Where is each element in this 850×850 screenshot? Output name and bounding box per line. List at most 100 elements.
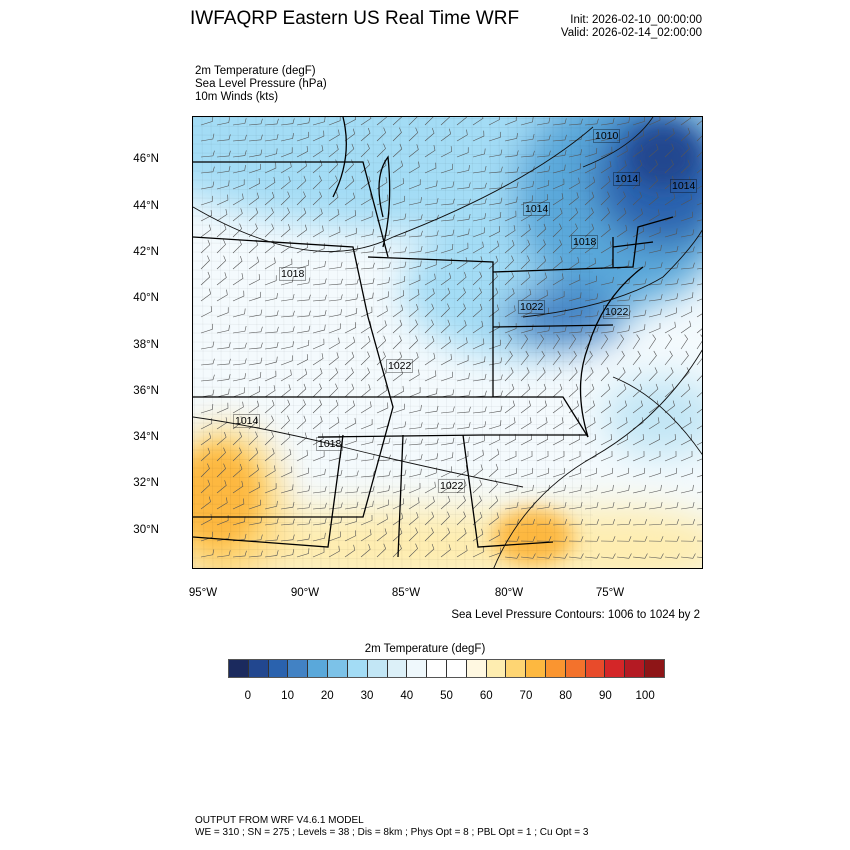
wind-barb <box>472 338 485 350</box>
wind-barb <box>312 416 323 430</box>
wind-barb <box>472 148 486 158</box>
wind-barb <box>296 325 311 334</box>
wind-barb <box>696 246 702 254</box>
wind-barb <box>296 485 311 494</box>
lat-label: 30°N <box>133 524 159 536</box>
wind-barb <box>328 144 339 158</box>
contour-label: 1014 <box>523 202 551 216</box>
wind-barb <box>696 177 702 190</box>
wind-barb <box>440 336 451 350</box>
wind-barb <box>200 181 215 190</box>
colorbar-label: 90 <box>599 690 612 702</box>
wind-barb <box>568 309 583 318</box>
wind-barb <box>520 553 536 559</box>
wind-barb <box>216 239 226 254</box>
wind-barb <box>392 276 406 286</box>
wind-barb <box>360 401 372 414</box>
wind-barb <box>488 131 502 142</box>
wind-barb <box>600 417 612 430</box>
wind-barb <box>408 422 423 430</box>
wind-barb <box>456 337 468 350</box>
wind-barb <box>216 208 228 222</box>
wind-barb <box>648 519 663 526</box>
wind-barb <box>200 432 212 446</box>
wind-barb <box>696 262 702 270</box>
wind-barb <box>536 307 549 318</box>
wind-barb <box>296 368 308 382</box>
wind-barb <box>232 516 246 526</box>
wind-barb <box>488 271 498 286</box>
wind-barb <box>264 176 276 190</box>
wind-barb <box>504 484 518 494</box>
wind-barb <box>248 517 263 526</box>
wind-barb <box>472 546 485 558</box>
wind-barb <box>344 128 355 142</box>
wind-barb <box>392 335 402 350</box>
wind-barb <box>440 371 453 382</box>
wind-barb <box>680 143 690 158</box>
wind-barb <box>488 448 500 462</box>
wind-barb <box>328 278 343 286</box>
wind-barb <box>584 519 599 526</box>
wind-barb <box>488 529 500 542</box>
wind-barb <box>584 133 599 142</box>
wind-barb <box>344 278 359 286</box>
wind-barb <box>616 131 629 142</box>
wind-barb <box>488 495 499 510</box>
wind-barb <box>376 177 388 190</box>
wind-barb <box>552 334 561 350</box>
wind-barb <box>456 242 469 254</box>
wind-barb <box>424 335 435 350</box>
wind-barb <box>600 191 610 206</box>
wind-barb <box>408 369 420 382</box>
wind-barb <box>312 175 322 190</box>
state-borders <box>193 117 674 558</box>
wind-barb <box>440 480 452 494</box>
wind-barb <box>392 385 404 398</box>
colorbar-swatch <box>407 660 428 677</box>
wind-barb <box>568 536 584 542</box>
wind-barb <box>616 160 627 174</box>
wind-barb <box>232 150 247 158</box>
wind-barb <box>216 223 227 238</box>
wind-barb <box>600 161 612 174</box>
wind-barb <box>552 350 561 366</box>
wind-barb <box>200 358 215 366</box>
wind-barb <box>648 159 658 174</box>
wind-barb <box>616 191 626 206</box>
wind-barb <box>392 195 406 206</box>
wind-barb <box>680 334 689 350</box>
wind-barb <box>632 294 647 302</box>
wind-barb <box>328 323 341 334</box>
wind-barb <box>264 465 276 478</box>
wind-barb <box>680 320 692 334</box>
wind-barb <box>536 208 548 222</box>
wind-barb <box>376 262 391 270</box>
wind-barb <box>376 470 391 478</box>
wind-barb <box>600 484 614 494</box>
wind-barb <box>504 323 517 334</box>
wind-barb <box>616 450 629 462</box>
wind-barb <box>408 352 419 366</box>
wind-barb <box>632 553 648 559</box>
wind-barb <box>696 320 702 334</box>
wind-barb <box>616 536 632 542</box>
wind-barb <box>600 350 609 366</box>
wind-barb <box>392 351 403 366</box>
wind-barb <box>664 321 676 334</box>
wind-barb <box>472 435 485 446</box>
wind-barb <box>360 159 370 174</box>
wind-barb <box>456 495 466 510</box>
wind-barb <box>232 463 243 478</box>
wind-barb <box>648 501 663 510</box>
wind-barb <box>648 484 662 494</box>
wind-barb <box>312 208 323 222</box>
wind-barb <box>488 405 503 414</box>
wind-barb <box>408 482 421 494</box>
wind-barb <box>328 159 338 174</box>
wind-barb <box>232 239 242 254</box>
wind-barb <box>200 133 215 142</box>
wind-barb <box>360 306 373 318</box>
wind-barb <box>696 434 702 446</box>
wind-barb <box>568 467 582 478</box>
